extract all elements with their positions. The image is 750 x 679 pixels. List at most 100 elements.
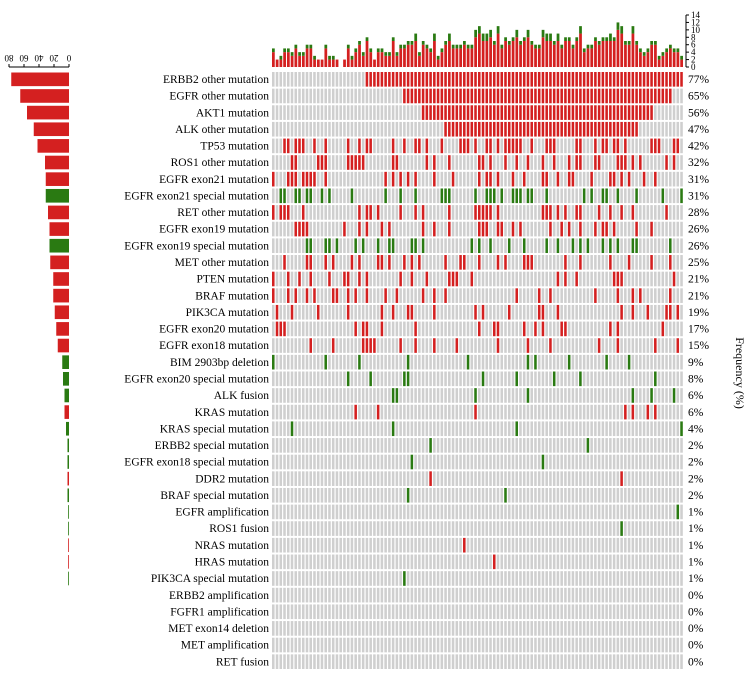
unaltered-cell [463,587,466,603]
unaltered-cell [552,304,556,320]
row-percentage: 4% [688,423,704,435]
unaltered-cell [433,371,436,387]
unaltered-cell [564,171,567,187]
unaltered-cell [627,637,631,653]
altered-cell [620,155,623,170]
unaltered-cell [594,621,597,636]
unaltered-cell [283,121,286,137]
unaltered-cell [391,454,395,470]
unaltered-cell [414,587,417,603]
unaltered-cell [605,421,608,437]
unaltered-cell [275,371,279,387]
unaltered-cell [605,438,608,453]
unaltered-cell [313,571,316,586]
unaltered-cell [275,521,279,536]
row-label: NRAS mutation [195,540,270,552]
altered-cell [616,72,620,87]
unaltered-cell [320,604,324,620]
unaltered-cell [676,621,680,636]
unaltered-cell [440,504,444,520]
unaltered-cell [654,621,657,636]
unaltered-cell [545,288,548,303]
unaltered-cell [298,637,301,653]
unaltered-cell [612,404,616,420]
unaltered-cell [590,454,593,470]
unaltered-cell [279,454,283,470]
unaltered-cell [283,454,286,470]
unaltered-cell [672,604,676,620]
unaltered-cell [395,404,399,420]
unaltered-cell [669,504,672,520]
altered-cell [672,72,676,87]
unaltered-cell [564,654,567,669]
unaltered-cell [665,504,668,520]
unaltered-cell [492,388,496,403]
unaltered-cell [320,637,324,653]
unaltered-cell [616,637,620,653]
unaltered-cell [421,621,425,636]
unaltered-cell [346,321,350,337]
unaltered-cell [537,188,541,204]
unaltered-cell [410,221,414,237]
unaltered-cell [331,621,335,636]
unaltered-cell [474,171,477,187]
unaltered-cell [541,188,545,204]
unaltered-cell [294,88,298,104]
unaltered-cell [478,338,481,353]
unaltered-cell [627,321,631,337]
unaltered-cell [414,504,417,520]
unaltered-cell [530,371,533,387]
altered-cell [448,205,451,220]
unaltered-cell [624,271,627,287]
altered-cell [627,88,631,104]
unaltered-cell [672,205,676,220]
unaltered-cell [594,438,597,453]
unaltered-cell [492,171,496,187]
unaltered-cell [676,537,680,553]
unaltered-cell [485,504,489,520]
unaltered-cell [560,504,563,520]
unaltered-cell [309,454,312,470]
altered-cell [526,338,530,353]
unaltered-cell [661,371,665,387]
altered-cell [624,138,627,154]
unaltered-cell [391,637,395,653]
unaltered-cell [676,321,680,337]
unaltered-cell [545,438,548,453]
altered-cell [433,338,436,353]
unaltered-cell [597,654,601,669]
unaltered-cell [631,338,635,353]
unaltered-cell [680,554,683,570]
unaltered-cell [492,338,496,353]
altered-cell [549,72,552,87]
unaltered-cell [519,504,522,520]
altered-cell [537,105,541,120]
altered-cell [650,255,653,270]
altered-cell [579,238,582,254]
unaltered-cell [470,338,474,353]
unaltered-cell [650,471,653,486]
altered-cell [616,138,620,154]
altered-cell [515,421,518,437]
unaltered-cell [316,354,320,370]
unaltered-cell [298,504,301,520]
altered-cell [496,255,500,270]
unaltered-cell [365,121,369,137]
unaltered-cell [485,354,489,370]
unaltered-cell [661,105,665,120]
unaltered-cell [358,454,361,470]
unaltered-cell [279,238,283,254]
unaltered-cell [290,471,294,486]
unaltered-cell [339,354,342,370]
unaltered-cell [298,654,301,669]
unaltered-cell [294,205,298,220]
unaltered-cell [354,504,357,520]
altered-cell [451,88,455,104]
altered-cell [410,304,414,320]
altered-cell [594,121,597,137]
unaltered-cell [470,521,474,536]
altered-cell [515,88,518,104]
altered-cell [631,238,635,254]
unaltered-cell [500,371,504,387]
unaltered-cell [384,604,387,620]
